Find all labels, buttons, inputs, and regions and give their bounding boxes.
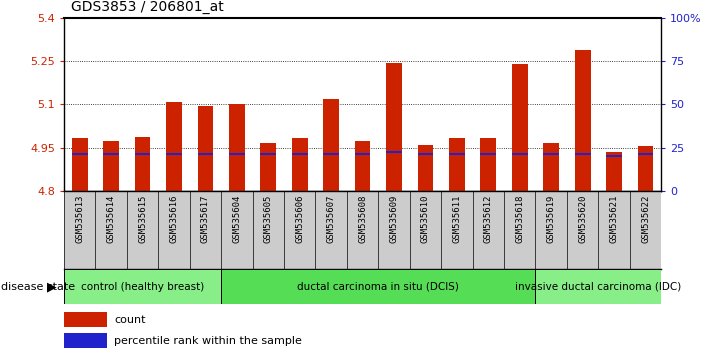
- Text: GSM535612: GSM535612: [484, 195, 493, 244]
- Text: GSM535616: GSM535616: [169, 195, 178, 244]
- Bar: [574, 50, 591, 191]
- Bar: [166, 102, 182, 191]
- Text: GSM535609: GSM535609: [390, 195, 399, 244]
- Bar: [512, 153, 528, 155]
- Text: ductal carcinoma in situ (DCIS): ductal carcinoma in situ (DCIS): [297, 282, 459, 292]
- Text: GSM535621: GSM535621: [609, 195, 619, 244]
- Bar: [535, 269, 661, 304]
- Text: GSM535617: GSM535617: [201, 195, 210, 244]
- Text: control (healthy breast): control (healthy breast): [81, 282, 204, 292]
- Bar: [166, 153, 182, 155]
- Text: disease state: disease state: [1, 282, 75, 292]
- Bar: [134, 153, 151, 155]
- Text: GSM535618: GSM535618: [515, 195, 524, 244]
- Text: count: count: [114, 315, 146, 325]
- Bar: [638, 153, 653, 155]
- Text: percentile rank within the sample: percentile rank within the sample: [114, 336, 302, 346]
- Bar: [103, 141, 119, 191]
- Bar: [386, 63, 402, 191]
- Bar: [543, 153, 559, 155]
- Text: ▶: ▶: [47, 280, 57, 293]
- Text: invasive ductal carcinoma (IDC): invasive ductal carcinoma (IDC): [515, 282, 681, 292]
- Text: GSM535611: GSM535611: [452, 195, 461, 244]
- Bar: [417, 145, 433, 191]
- Text: GSM535608: GSM535608: [358, 195, 367, 244]
- Bar: [229, 153, 245, 155]
- Bar: [64, 312, 107, 327]
- Bar: [260, 143, 276, 191]
- Bar: [292, 153, 308, 155]
- Bar: [324, 99, 339, 191]
- Bar: [512, 64, 528, 191]
- Bar: [64, 269, 221, 304]
- Bar: [355, 142, 370, 191]
- Bar: [134, 137, 151, 191]
- Bar: [449, 138, 465, 191]
- Bar: [221, 269, 535, 304]
- Bar: [72, 153, 87, 155]
- Bar: [324, 153, 339, 155]
- Bar: [543, 143, 559, 191]
- Bar: [103, 153, 119, 155]
- Bar: [481, 153, 496, 155]
- Bar: [574, 153, 591, 155]
- Bar: [417, 153, 433, 155]
- Text: GSM535614: GSM535614: [107, 195, 116, 244]
- Bar: [198, 106, 213, 191]
- Bar: [198, 153, 213, 155]
- Bar: [64, 333, 107, 348]
- Bar: [260, 153, 276, 155]
- Bar: [606, 152, 622, 191]
- Text: GSM535620: GSM535620: [578, 195, 587, 244]
- Text: GSM535619: GSM535619: [547, 195, 556, 244]
- Bar: [355, 153, 370, 155]
- Bar: [386, 151, 402, 153]
- Bar: [638, 146, 653, 191]
- Bar: [481, 138, 496, 191]
- Text: GSM535605: GSM535605: [264, 195, 273, 244]
- Text: GSM535604: GSM535604: [232, 195, 241, 244]
- Bar: [606, 155, 622, 157]
- Bar: [292, 138, 308, 191]
- Text: GSM535615: GSM535615: [138, 195, 147, 244]
- Bar: [449, 153, 465, 155]
- Text: GSM535613: GSM535613: [75, 195, 84, 244]
- Text: GSM535606: GSM535606: [295, 195, 304, 244]
- Text: GSM535607: GSM535607: [326, 195, 336, 244]
- Text: GSM535610: GSM535610: [421, 195, 430, 244]
- Text: GSM535622: GSM535622: [641, 195, 650, 244]
- Bar: [72, 138, 87, 191]
- Text: GDS3853 / 206801_at: GDS3853 / 206801_at: [71, 0, 224, 14]
- Bar: [229, 104, 245, 191]
